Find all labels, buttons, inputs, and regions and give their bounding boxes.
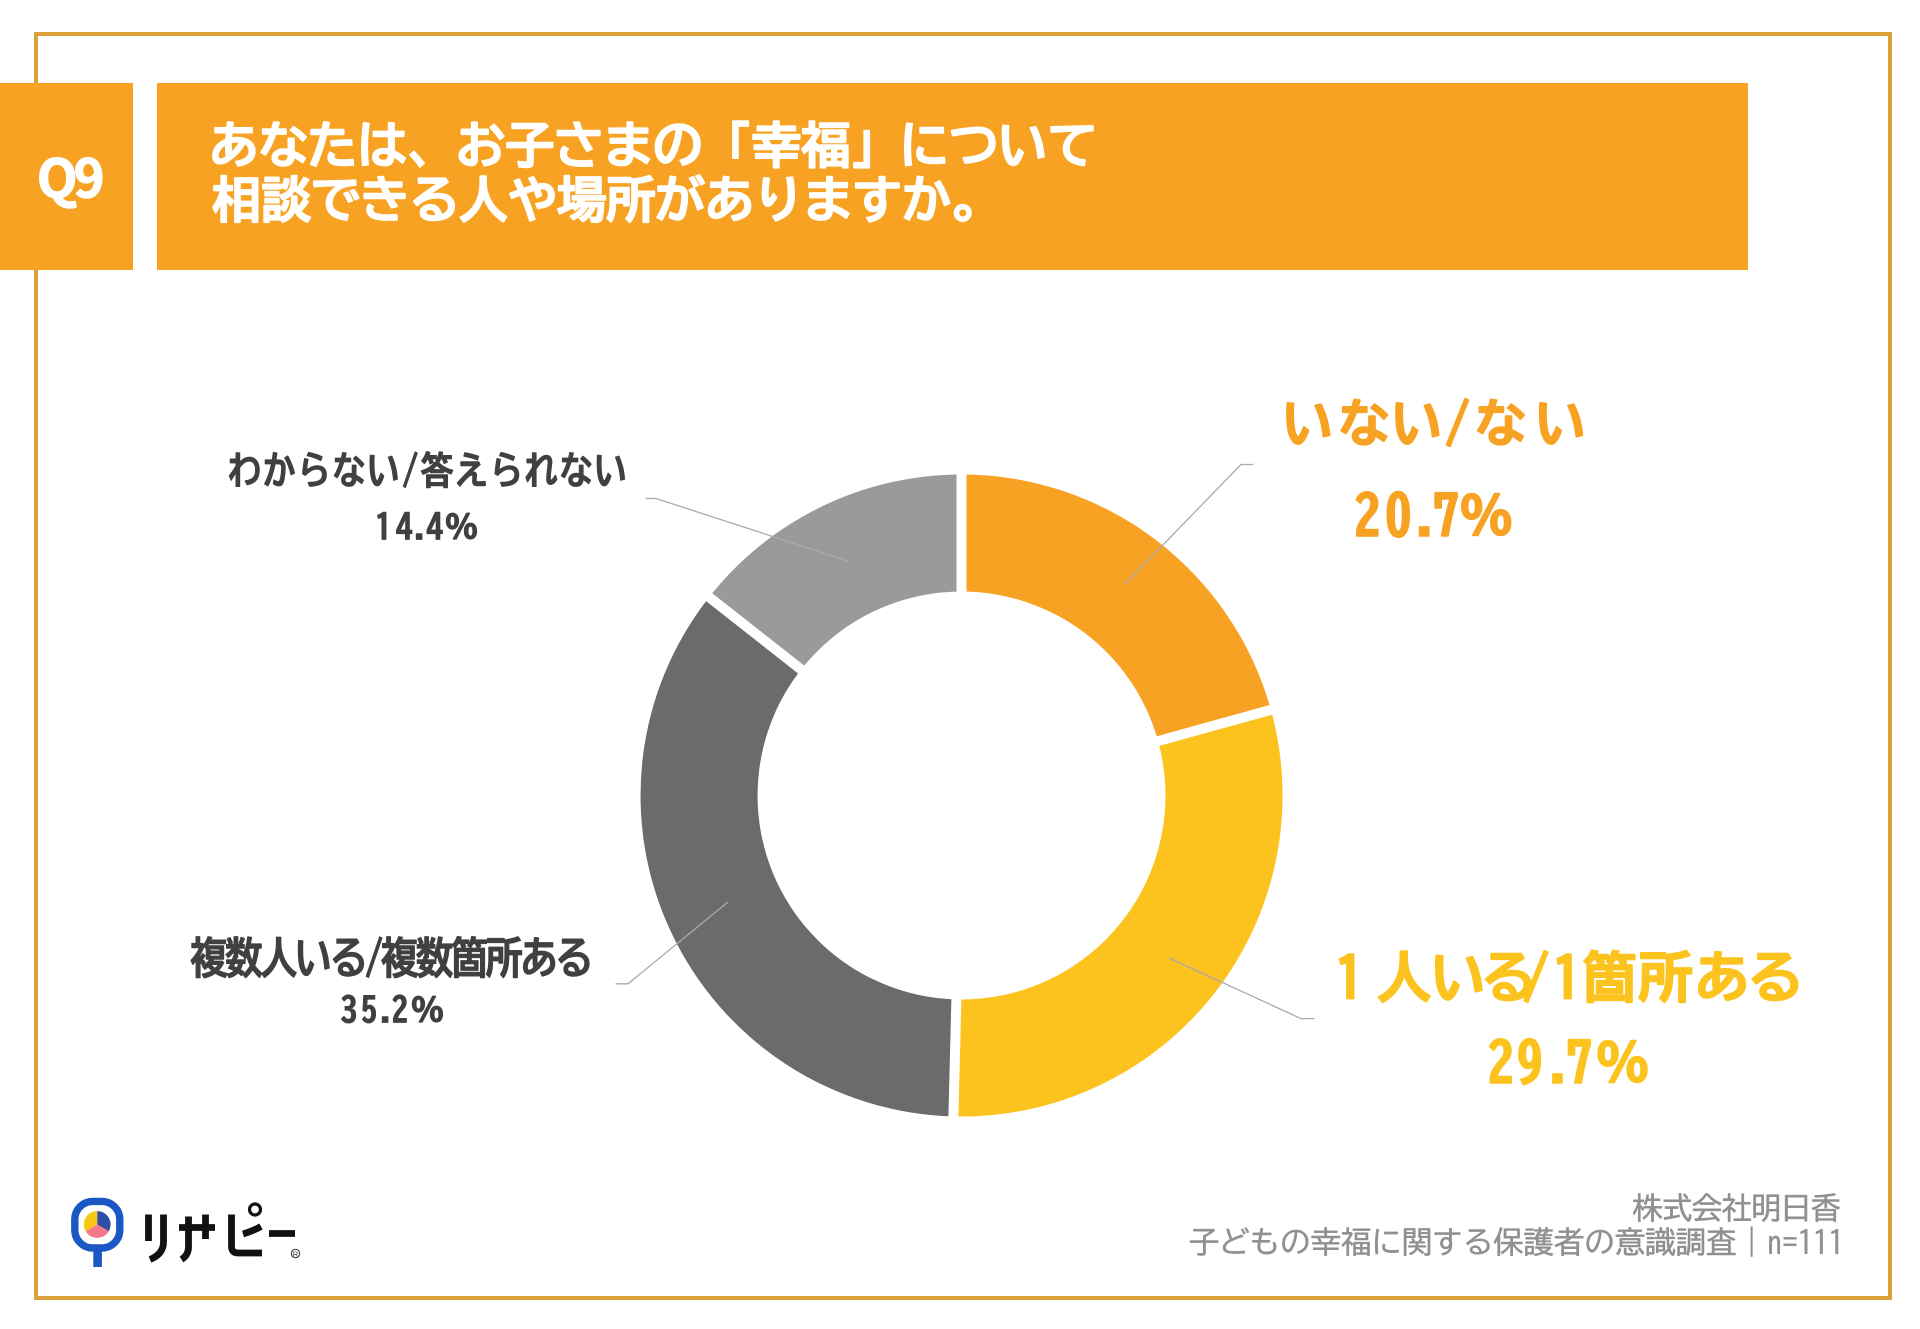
svg-text:R: R xyxy=(293,1249,299,1258)
